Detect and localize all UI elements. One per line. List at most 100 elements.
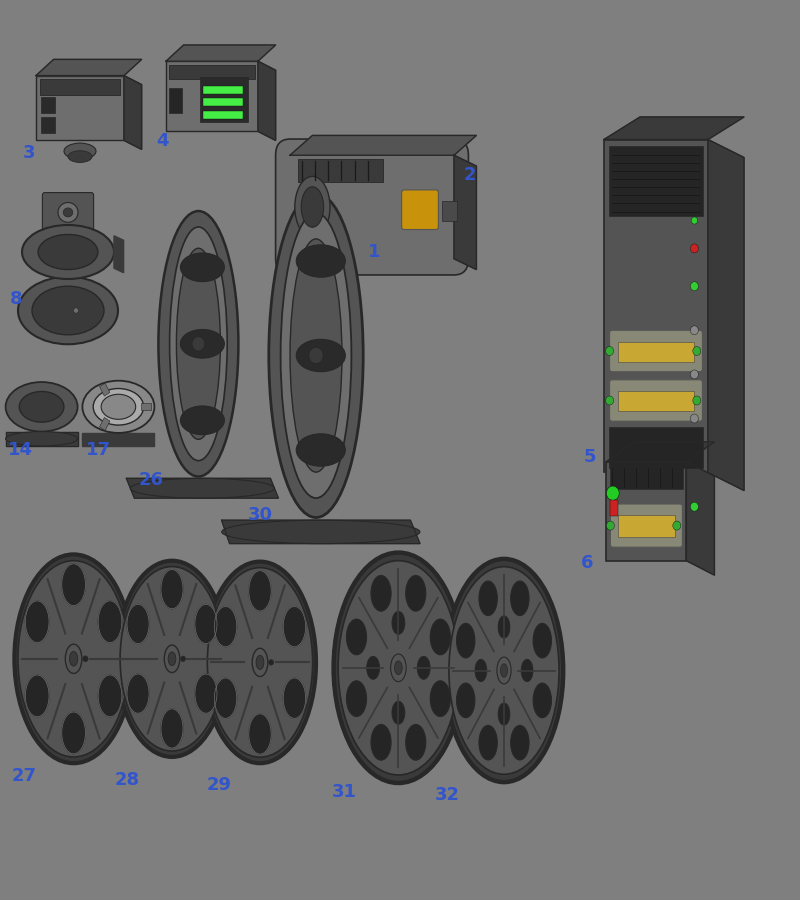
Ellipse shape [93, 389, 144, 425]
Text: 17: 17 [86, 441, 110, 459]
FancyBboxPatch shape [402, 190, 438, 230]
Ellipse shape [290, 238, 342, 472]
Ellipse shape [283, 678, 306, 718]
Ellipse shape [161, 709, 183, 748]
Ellipse shape [6, 431, 78, 446]
Ellipse shape [417, 656, 430, 680]
Ellipse shape [510, 581, 529, 616]
Ellipse shape [533, 624, 551, 658]
Bar [618, 392, 694, 411]
Circle shape [690, 370, 698, 379]
Bar [200, 77, 248, 122]
Ellipse shape [346, 680, 366, 716]
Ellipse shape [22, 225, 114, 279]
Ellipse shape [501, 664, 507, 677]
Ellipse shape [430, 619, 450, 655]
Ellipse shape [479, 725, 498, 760]
Ellipse shape [457, 624, 475, 658]
Ellipse shape [19, 392, 64, 422]
Bar [203, 86, 243, 94]
Ellipse shape [195, 605, 217, 644]
Ellipse shape [498, 616, 510, 638]
Ellipse shape [18, 561, 130, 757]
Ellipse shape [430, 680, 450, 716]
Bar [618, 515, 675, 537]
Ellipse shape [26, 675, 49, 716]
Polygon shape [686, 462, 714, 575]
Ellipse shape [127, 605, 149, 644]
Bar [36, 76, 124, 140]
Ellipse shape [158, 211, 238, 477]
Circle shape [74, 308, 78, 313]
Polygon shape [126, 479, 278, 499]
Polygon shape [222, 520, 420, 544]
Ellipse shape [164, 645, 180, 672]
Text: 14: 14 [8, 441, 33, 459]
Ellipse shape [296, 245, 346, 277]
Ellipse shape [371, 724, 391, 760]
FancyBboxPatch shape [275, 139, 469, 275]
Bar [166, 61, 258, 131]
Circle shape [691, 217, 698, 224]
Ellipse shape [406, 575, 426, 611]
FancyBboxPatch shape [610, 330, 702, 372]
Ellipse shape [394, 661, 402, 675]
Circle shape [690, 414, 698, 423]
Ellipse shape [207, 568, 313, 757]
Ellipse shape [204, 562, 316, 763]
Polygon shape [708, 140, 744, 490]
Bar [40, 79, 120, 95]
Ellipse shape [510, 725, 529, 760]
Ellipse shape [497, 657, 511, 684]
Ellipse shape [62, 712, 86, 754]
Circle shape [693, 346, 701, 356]
Polygon shape [6, 431, 78, 446]
Bar [203, 111, 243, 119]
Ellipse shape [64, 143, 96, 159]
Ellipse shape [214, 607, 237, 647]
Bar [298, 158, 383, 182]
Ellipse shape [392, 701, 405, 724]
Text: 5: 5 [584, 448, 597, 466]
Circle shape [690, 326, 698, 335]
Bar [99, 418, 110, 430]
Polygon shape [124, 76, 142, 149]
Ellipse shape [479, 581, 498, 616]
Circle shape [606, 346, 614, 356]
Ellipse shape [26, 601, 49, 643]
Bar [618, 342, 694, 362]
Ellipse shape [38, 235, 98, 270]
Ellipse shape [181, 329, 224, 358]
Polygon shape [290, 135, 477, 155]
Ellipse shape [101, 394, 136, 419]
Ellipse shape [161, 570, 183, 608]
Ellipse shape [371, 575, 391, 611]
Ellipse shape [366, 656, 380, 680]
Ellipse shape [214, 678, 237, 718]
Text: 26: 26 [138, 471, 163, 489]
Text: 29: 29 [206, 776, 231, 794]
Ellipse shape [269, 194, 363, 518]
Circle shape [606, 486, 619, 500]
Circle shape [690, 244, 698, 253]
Ellipse shape [66, 644, 82, 673]
Ellipse shape [98, 675, 122, 716]
Polygon shape [604, 117, 744, 140]
Bar [610, 500, 618, 516]
Circle shape [606, 396, 614, 405]
Ellipse shape [195, 674, 217, 713]
Circle shape [83, 656, 88, 662]
Bar [609, 428, 703, 468]
Circle shape [690, 282, 698, 291]
Ellipse shape [6, 382, 78, 431]
Circle shape [181, 656, 186, 662]
Ellipse shape [120, 567, 224, 751]
Ellipse shape [18, 277, 118, 344]
Polygon shape [36, 59, 142, 76]
Bar [610, 466, 683, 489]
Ellipse shape [98, 601, 122, 643]
Ellipse shape [176, 248, 221, 439]
Ellipse shape [63, 208, 73, 217]
Ellipse shape [406, 724, 426, 760]
Ellipse shape [449, 567, 559, 774]
